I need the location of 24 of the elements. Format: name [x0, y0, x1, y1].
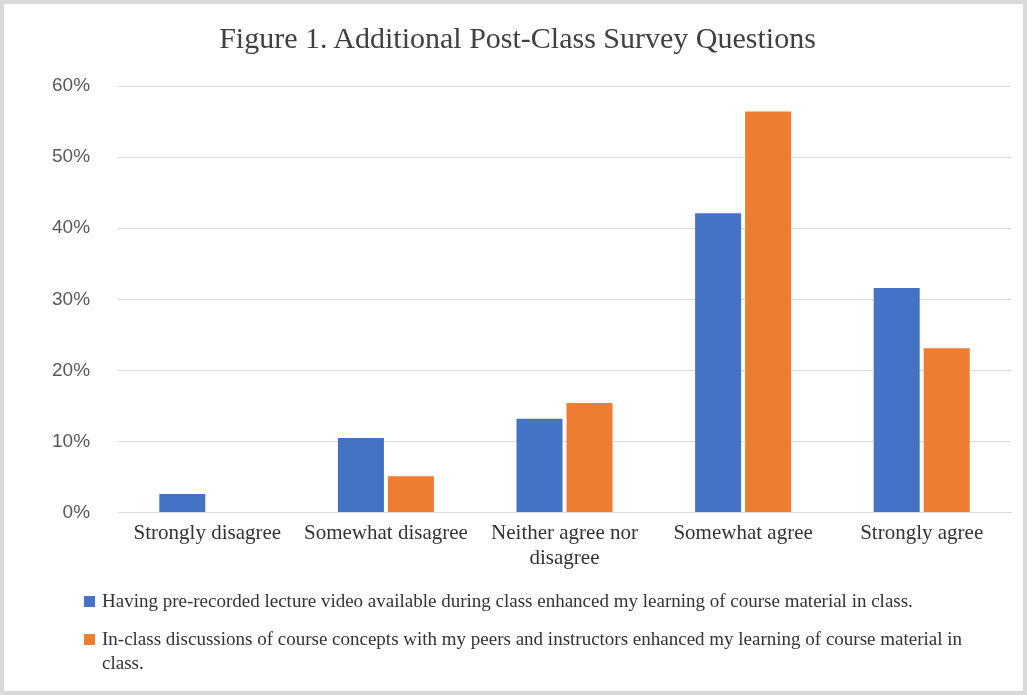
legend-label: In-class discussions of course concepts with my peers and instructors enhanced my learning of course material in class.: [101, 627, 964, 675]
y-tick-label: 20%: [52, 358, 91, 380]
y-tick-label: 60%: [52, 74, 91, 96]
chart-title: Figure 1. Additional Post-Class Survey Questions: [219, 20, 816, 54]
bar: [159, 494, 206, 513]
y-tick-label: 30%: [52, 287, 91, 309]
x-tick-label: Somewhat agree: [673, 519, 813, 544]
bar: [516, 418, 563, 513]
y-tick-label: 10%: [52, 429, 91, 451]
legend-label: Having pre-recorded lecture video available during class enhanced my learning of course material in class.: [101, 589, 914, 613]
x-tick-label: Strongly agree: [860, 519, 984, 544]
bar: [337, 437, 384, 513]
x-tick-label: Neither agree nor disagree: [491, 519, 638, 569]
y-tick-label: 40%: [52, 216, 91, 238]
bar: [873, 287, 920, 513]
bar: [745, 111, 792, 513]
bar: [923, 348, 970, 513]
y-tick-label: 0%: [62, 500, 91, 522]
bar: [387, 476, 434, 513]
x-tick-label: Somewhat disagree: [303, 519, 468, 544]
y-tick-label: 50%: [52, 145, 91, 167]
x-tick-label: Strongly disagree: [133, 519, 282, 544]
bar: [566, 403, 613, 513]
bar: [695, 213, 742, 513]
